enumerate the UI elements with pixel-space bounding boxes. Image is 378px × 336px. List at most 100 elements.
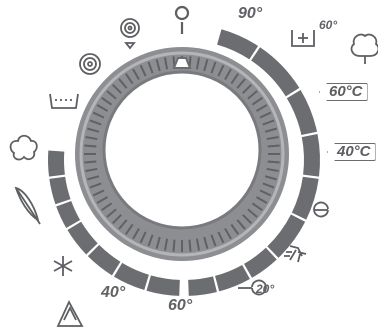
program-segment-ring <box>48 29 320 296</box>
knob-tooth <box>251 96 263 106</box>
knob-tooth <box>230 223 240 235</box>
temp-label-40c-boxed: 40°C <box>327 143 374 161</box>
program-segment-left-1 <box>146 275 180 296</box>
program-segment-left-4 <box>67 221 98 255</box>
cotton-eco-icon <box>291 30 315 47</box>
knob-tooth <box>267 160 280 164</box>
knob-tooth <box>124 73 134 85</box>
knob-grip-teeth <box>84 56 280 252</box>
knob-tooth <box>87 127 100 133</box>
program-segment-right-9 <box>188 276 217 296</box>
knob-tooth <box>92 189 105 197</box>
program-segment-right-6 <box>267 214 306 258</box>
knob-tooth <box>118 219 128 230</box>
knob-rim <box>79 51 285 257</box>
knob-tooth <box>262 182 275 189</box>
knob-tooth <box>84 144 97 148</box>
knob-tooth <box>217 231 225 244</box>
spin-drain-icon <box>120 18 140 50</box>
knob-tooth <box>132 68 140 81</box>
knob-tooth <box>255 104 268 112</box>
knob-tooth <box>255 196 268 204</box>
knob-tooth <box>124 223 134 235</box>
temp-label-bottom-60: 60° <box>168 297 193 314</box>
knob-tooth <box>106 90 117 100</box>
knob-tooth <box>96 196 109 204</box>
cold-wash-icon <box>53 256 73 276</box>
knob-tooth <box>89 182 102 189</box>
knob-tooth <box>264 127 277 133</box>
knob-tooth <box>210 234 217 247</box>
program-segment-right-4 <box>301 134 320 177</box>
eco-icon <box>313 201 329 218</box>
knob-tooth <box>262 119 275 126</box>
temp-label-bottom-40: 40° <box>101 284 126 301</box>
knob-center-face <box>102 70 262 230</box>
knob-tooth <box>247 90 258 100</box>
knob-tooth <box>195 238 201 251</box>
knob-tooth <box>236 78 246 89</box>
knob-tooth <box>224 227 232 240</box>
knob-tooth <box>188 239 192 252</box>
program-segment-right-2 <box>251 47 300 97</box>
knob-tooth <box>266 135 279 141</box>
temp-label-cotton-eco-60: 60° <box>319 18 338 32</box>
prewash-icon <box>49 93 79 109</box>
knob-tooth <box>203 59 209 72</box>
knob-tooth <box>96 104 109 112</box>
knob-tooth <box>87 175 100 181</box>
knob-tooth <box>210 61 217 74</box>
knob-tooth <box>267 144 280 148</box>
knob-tooth <box>85 135 98 141</box>
knob-tooth <box>85 167 98 173</box>
knob-tooth <box>106 208 117 218</box>
knob-tooth <box>242 83 253 94</box>
knob-pointer <box>172 57 192 69</box>
rinse-icon <box>79 53 101 75</box>
program-segment-right-3 <box>286 89 318 136</box>
knob-tooth <box>242 214 253 225</box>
knob-tooth <box>195 57 201 70</box>
knob-tooth <box>266 167 279 173</box>
program-segment-left-3 <box>87 244 121 276</box>
program-segment-right-1 <box>217 29 259 60</box>
knob-tooth <box>155 236 161 249</box>
easy-iron-icon <box>56 299 84 327</box>
knob-tooth <box>111 83 122 94</box>
knob-tooth <box>163 238 169 251</box>
knob-tooth <box>247 208 258 218</box>
knob-tooth <box>217 64 225 77</box>
knob-tooth <box>259 111 272 119</box>
delicates-icon <box>14 186 41 225</box>
knob-tooth <box>147 61 154 74</box>
program-knob[interactable] <box>75 47 289 261</box>
program-segment-left-2 <box>113 262 149 291</box>
knob-tooth <box>236 219 246 230</box>
knob-tooth <box>139 64 147 77</box>
temp-label-20: 20° <box>256 282 275 296</box>
knob-tooth <box>84 160 97 164</box>
knob-tooth <box>172 239 176 252</box>
program-segment-right-8 <box>215 264 250 292</box>
knob-tooth <box>147 234 154 247</box>
knob-tooth <box>224 68 232 81</box>
temp-label-90: 90° <box>238 5 263 22</box>
knob-tooth <box>139 231 147 244</box>
knob-tooth <box>92 111 105 119</box>
power-off-icon <box>174 5 190 34</box>
program-segment-right-7 <box>244 247 277 278</box>
wool-icon <box>350 33 378 64</box>
knob-tooth <box>251 202 263 212</box>
knob-tooth <box>155 59 161 72</box>
knob-tooth <box>163 57 169 70</box>
knob-tooth <box>259 189 272 197</box>
program-segment-left-5 <box>56 201 81 228</box>
knob-tooth <box>118 78 128 89</box>
knob-tooth <box>101 96 113 106</box>
knob-tooth <box>111 214 122 225</box>
program-segment-left-6 <box>49 176 71 205</box>
program-segment-left-7 <box>48 150 65 177</box>
temp-label-60c-boxed: 60°C <box>319 83 366 101</box>
